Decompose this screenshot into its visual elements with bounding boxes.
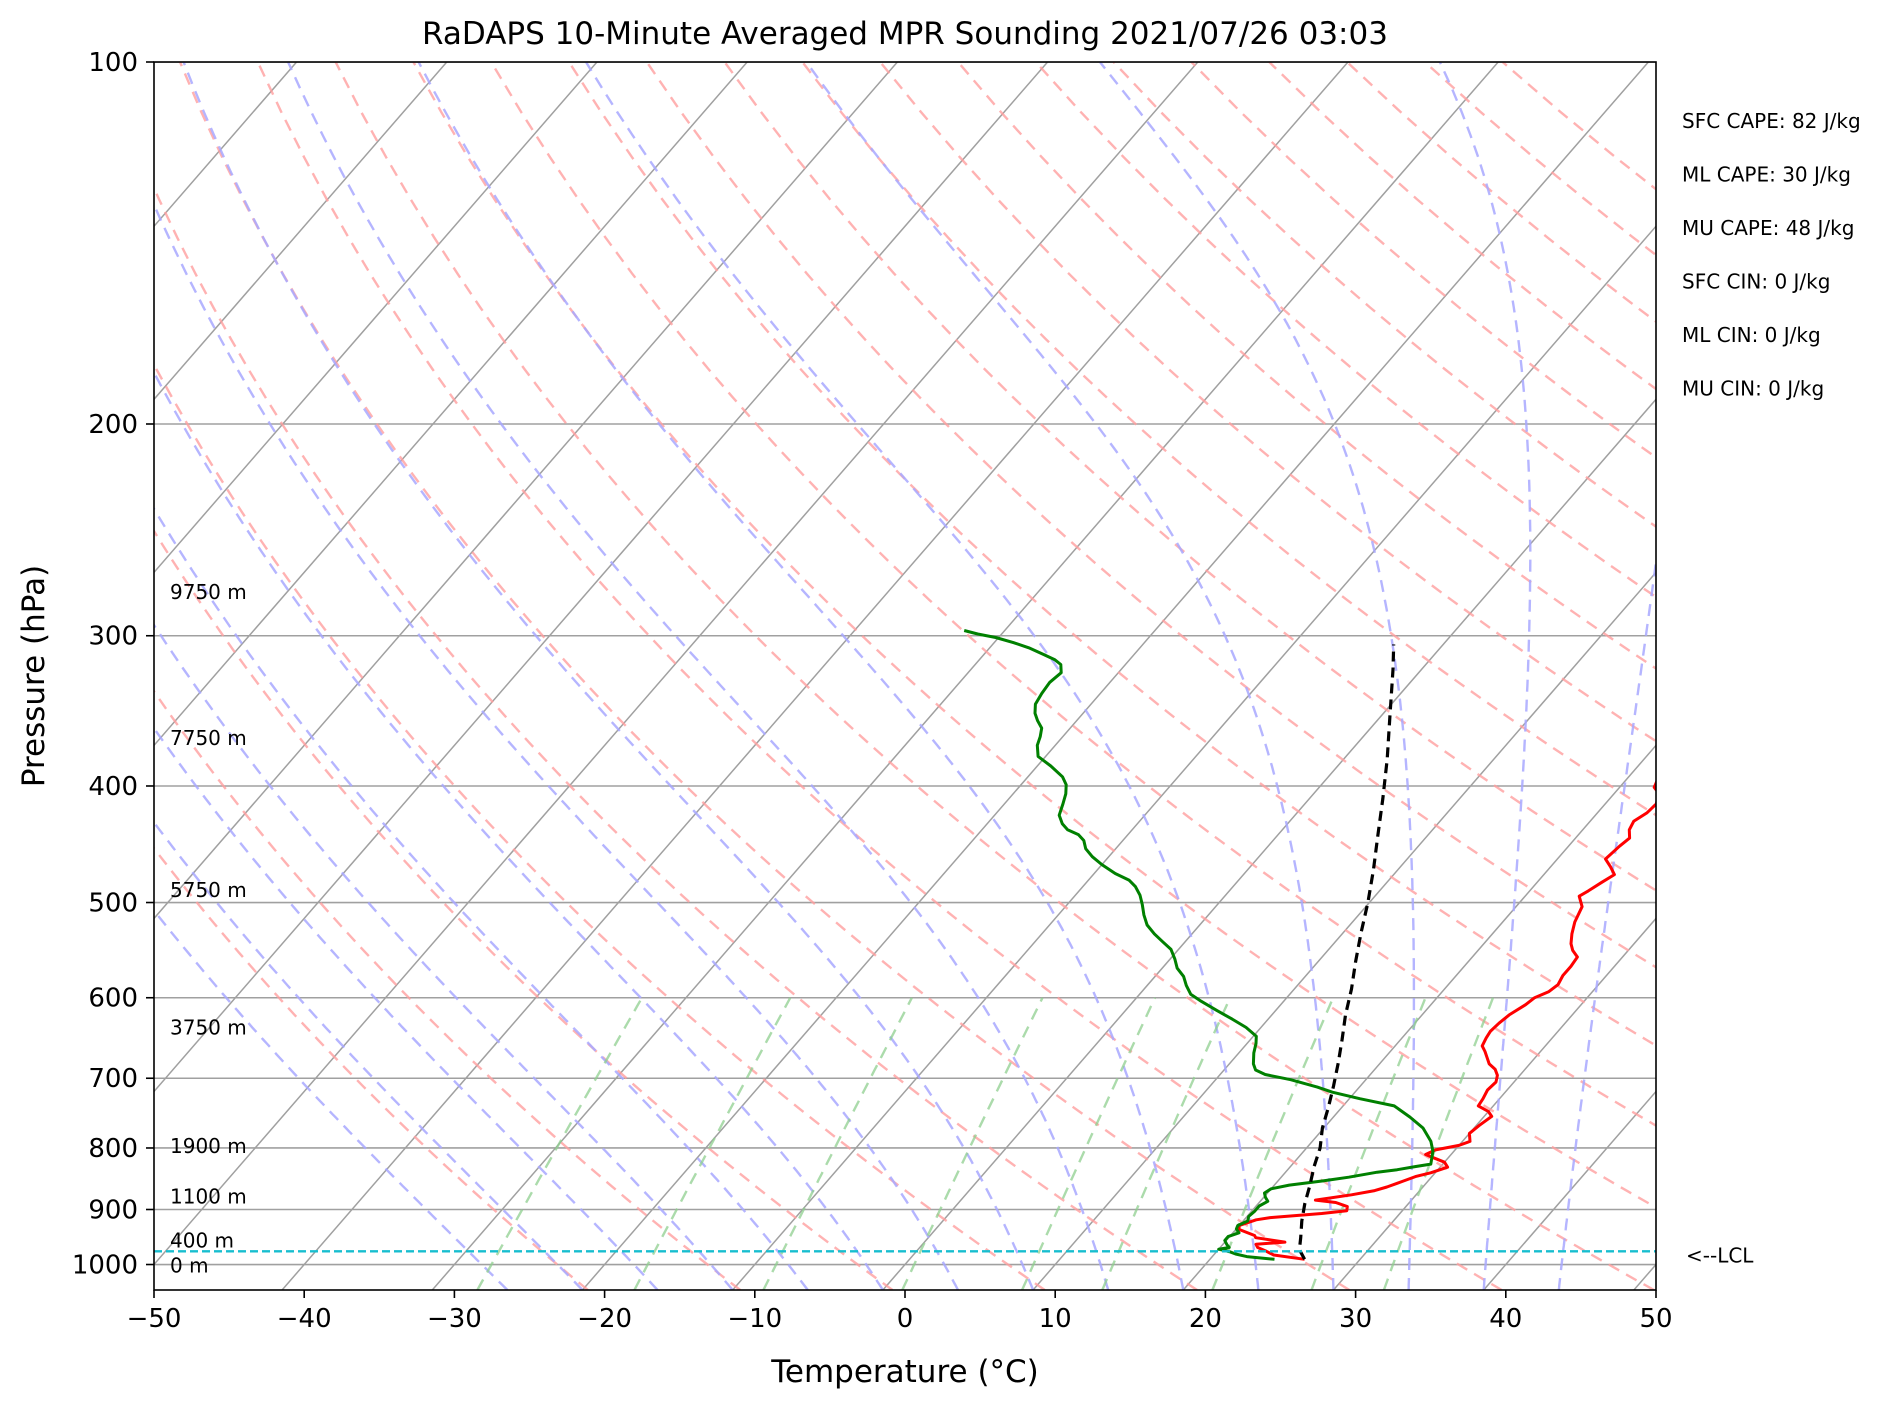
moist-adiabat-line: [1557, 552, 1656, 1290]
isotherm-line: [154, 62, 748, 747]
mixing-ratio-line: [1021, 997, 1157, 1290]
stat-label: SFC CAPE: 82 J/kg: [1682, 109, 1861, 133]
isotherm-line: [154, 62, 1049, 1093]
moist-adiabat-line: [1438, 62, 1532, 1290]
isotherm-line: [1332, 917, 1656, 1290]
dry-adiabat-line: [567, 62, 1656, 1047]
x-tick-label: 10: [1039, 1304, 1072, 1334]
x-tick-label: 20: [1189, 1304, 1222, 1334]
y-tick-label: 400: [88, 772, 138, 802]
moist-adiabat-line: [154, 370, 884, 1290]
x-tick-label: −30: [427, 1304, 482, 1334]
mixing-ratio-line: [1310, 997, 1427, 1290]
background-lines: [154, 62, 1656, 1290]
dry-adiabat-line: [723, 62, 1656, 892]
y-axis-title: Pressure (hPa): [16, 565, 52, 787]
height-label: 400 m: [170, 1228, 234, 1252]
isotherm-line: [431, 62, 1499, 1290]
x-tick-label: −50: [127, 1304, 182, 1334]
x-tick-label: −20: [577, 1304, 632, 1334]
isotherm-line: [154, 62, 1199, 1266]
axis-ticks: −50 −40 −30 −20 −10 0 10 20 30 40 50 100 200 300 400 50…: [72, 48, 1673, 1334]
moist-adiabat-line: [1098, 62, 1416, 1290]
y-tick-label: 500: [88, 889, 138, 919]
height-label: 9750 m: [170, 580, 247, 604]
height-label: 1900 m: [170, 1134, 247, 1158]
dry-adiabat-line: [490, 62, 1656, 1128]
moist-adiabat-line: [154, 820, 584, 1290]
moist-adiabat-line: [805, 62, 1335, 1290]
x-tick-label: −40: [277, 1304, 332, 1334]
y-tick-label: 600: [88, 984, 138, 1014]
isotherm-line: [882, 398, 1656, 1290]
mixing-ratio-line: [901, 997, 1044, 1290]
moist-adiabat-line: [154, 908, 509, 1290]
dry-adiabat-line: [154, 185, 1198, 1290]
y-tick-label: 200: [88, 410, 138, 440]
y-tick-label: 900: [88, 1195, 138, 1225]
x-tick-label: 40: [1489, 1304, 1522, 1334]
dry-adiabat-line: [645, 62, 1656, 969]
data-series: [154, 629, 1656, 1261]
isotherm-line: [581, 62, 1649, 1290]
isotherm-line: [732, 225, 1656, 1290]
height-label: 0 m: [170, 1254, 209, 1278]
stat-label: ML CAPE: 30 J/kg: [1682, 163, 1851, 187]
y-tick-label: 1000: [72, 1251, 138, 1281]
y-tick-label: 300: [88, 622, 138, 652]
annotations: <--LCL 9750 m 7750 m 5750 m 3750 m 1900 m 1100…: [170, 109, 1861, 1278]
chart-title: RaDAPS 10-Minute Averaged MPR Sounding 2…: [422, 16, 1388, 52]
x-tick-label: 50: [1639, 1304, 1672, 1334]
moist-adiabat-line: [287, 62, 1110, 1290]
mixing-ratio-line: [633, 997, 792, 1290]
moist-adiabat-line: [154, 506, 809, 1290]
moist-adiabat-line: [182, 62, 1035, 1290]
x-tick-label: 30: [1339, 1304, 1372, 1334]
isotherm-line: [154, 62, 898, 920]
isotherm-line: [1182, 744, 1656, 1290]
y-tick-label: 700: [88, 1064, 138, 1094]
height-label: 3750 m: [170, 1015, 247, 1039]
isotherm-line: [154, 62, 448, 401]
stat-label: MU CAPE: 48 J/kg: [1682, 216, 1854, 240]
dry-adiabat-line: [412, 62, 1656, 1209]
parcel-path-line: [1297, 644, 1396, 1261]
lcl-label: <--LCL: [1686, 1243, 1754, 1267]
isotherm-line: [1032, 571, 1656, 1290]
y-tick-label: 800: [88, 1134, 138, 1164]
isotherm-line: [154, 62, 598, 574]
dry-adiabat-line: [154, 528, 894, 1290]
x-tick-label: 0: [897, 1304, 914, 1334]
moist-adiabat-line: [417, 62, 1185, 1290]
height-label: 1100 m: [170, 1185, 247, 1209]
height-label: 5750 m: [170, 878, 247, 902]
stat-label: MU CIN: 0 J/kg: [1682, 377, 1824, 401]
y-tick-label: 100: [88, 48, 138, 78]
x-tick-label: −10: [727, 1304, 782, 1334]
dry-adiabat-line: [334, 62, 1655, 1290]
dry-adiabat-line: [154, 846, 589, 1290]
dry-adiabat-line: [256, 62, 1503, 1290]
moist-adiabat-line: [584, 62, 1260, 1290]
x-axis-title: Temperature (°C): [770, 1354, 1039, 1390]
temperature-profile-line: [1237, 779, 1656, 1261]
dry-adiabat-line: [1034, 62, 1656, 599]
dewpoint-profile-line: [963, 629, 1435, 1261]
height-label: 7750 m: [170, 726, 247, 750]
dry-adiabat-line: [154, 362, 1046, 1290]
moist-adiabat-line: [154, 201, 960, 1290]
dry-adiabat-line: [957, 62, 1656, 671]
dry-adiabat-line: [178, 62, 1351, 1290]
stat-label: SFC CIN: 0 J/kg: [1682, 270, 1830, 294]
mixing-ratio-line: [476, 997, 644, 1290]
stat-label: ML CIN: 0 J/kg: [1682, 323, 1821, 347]
